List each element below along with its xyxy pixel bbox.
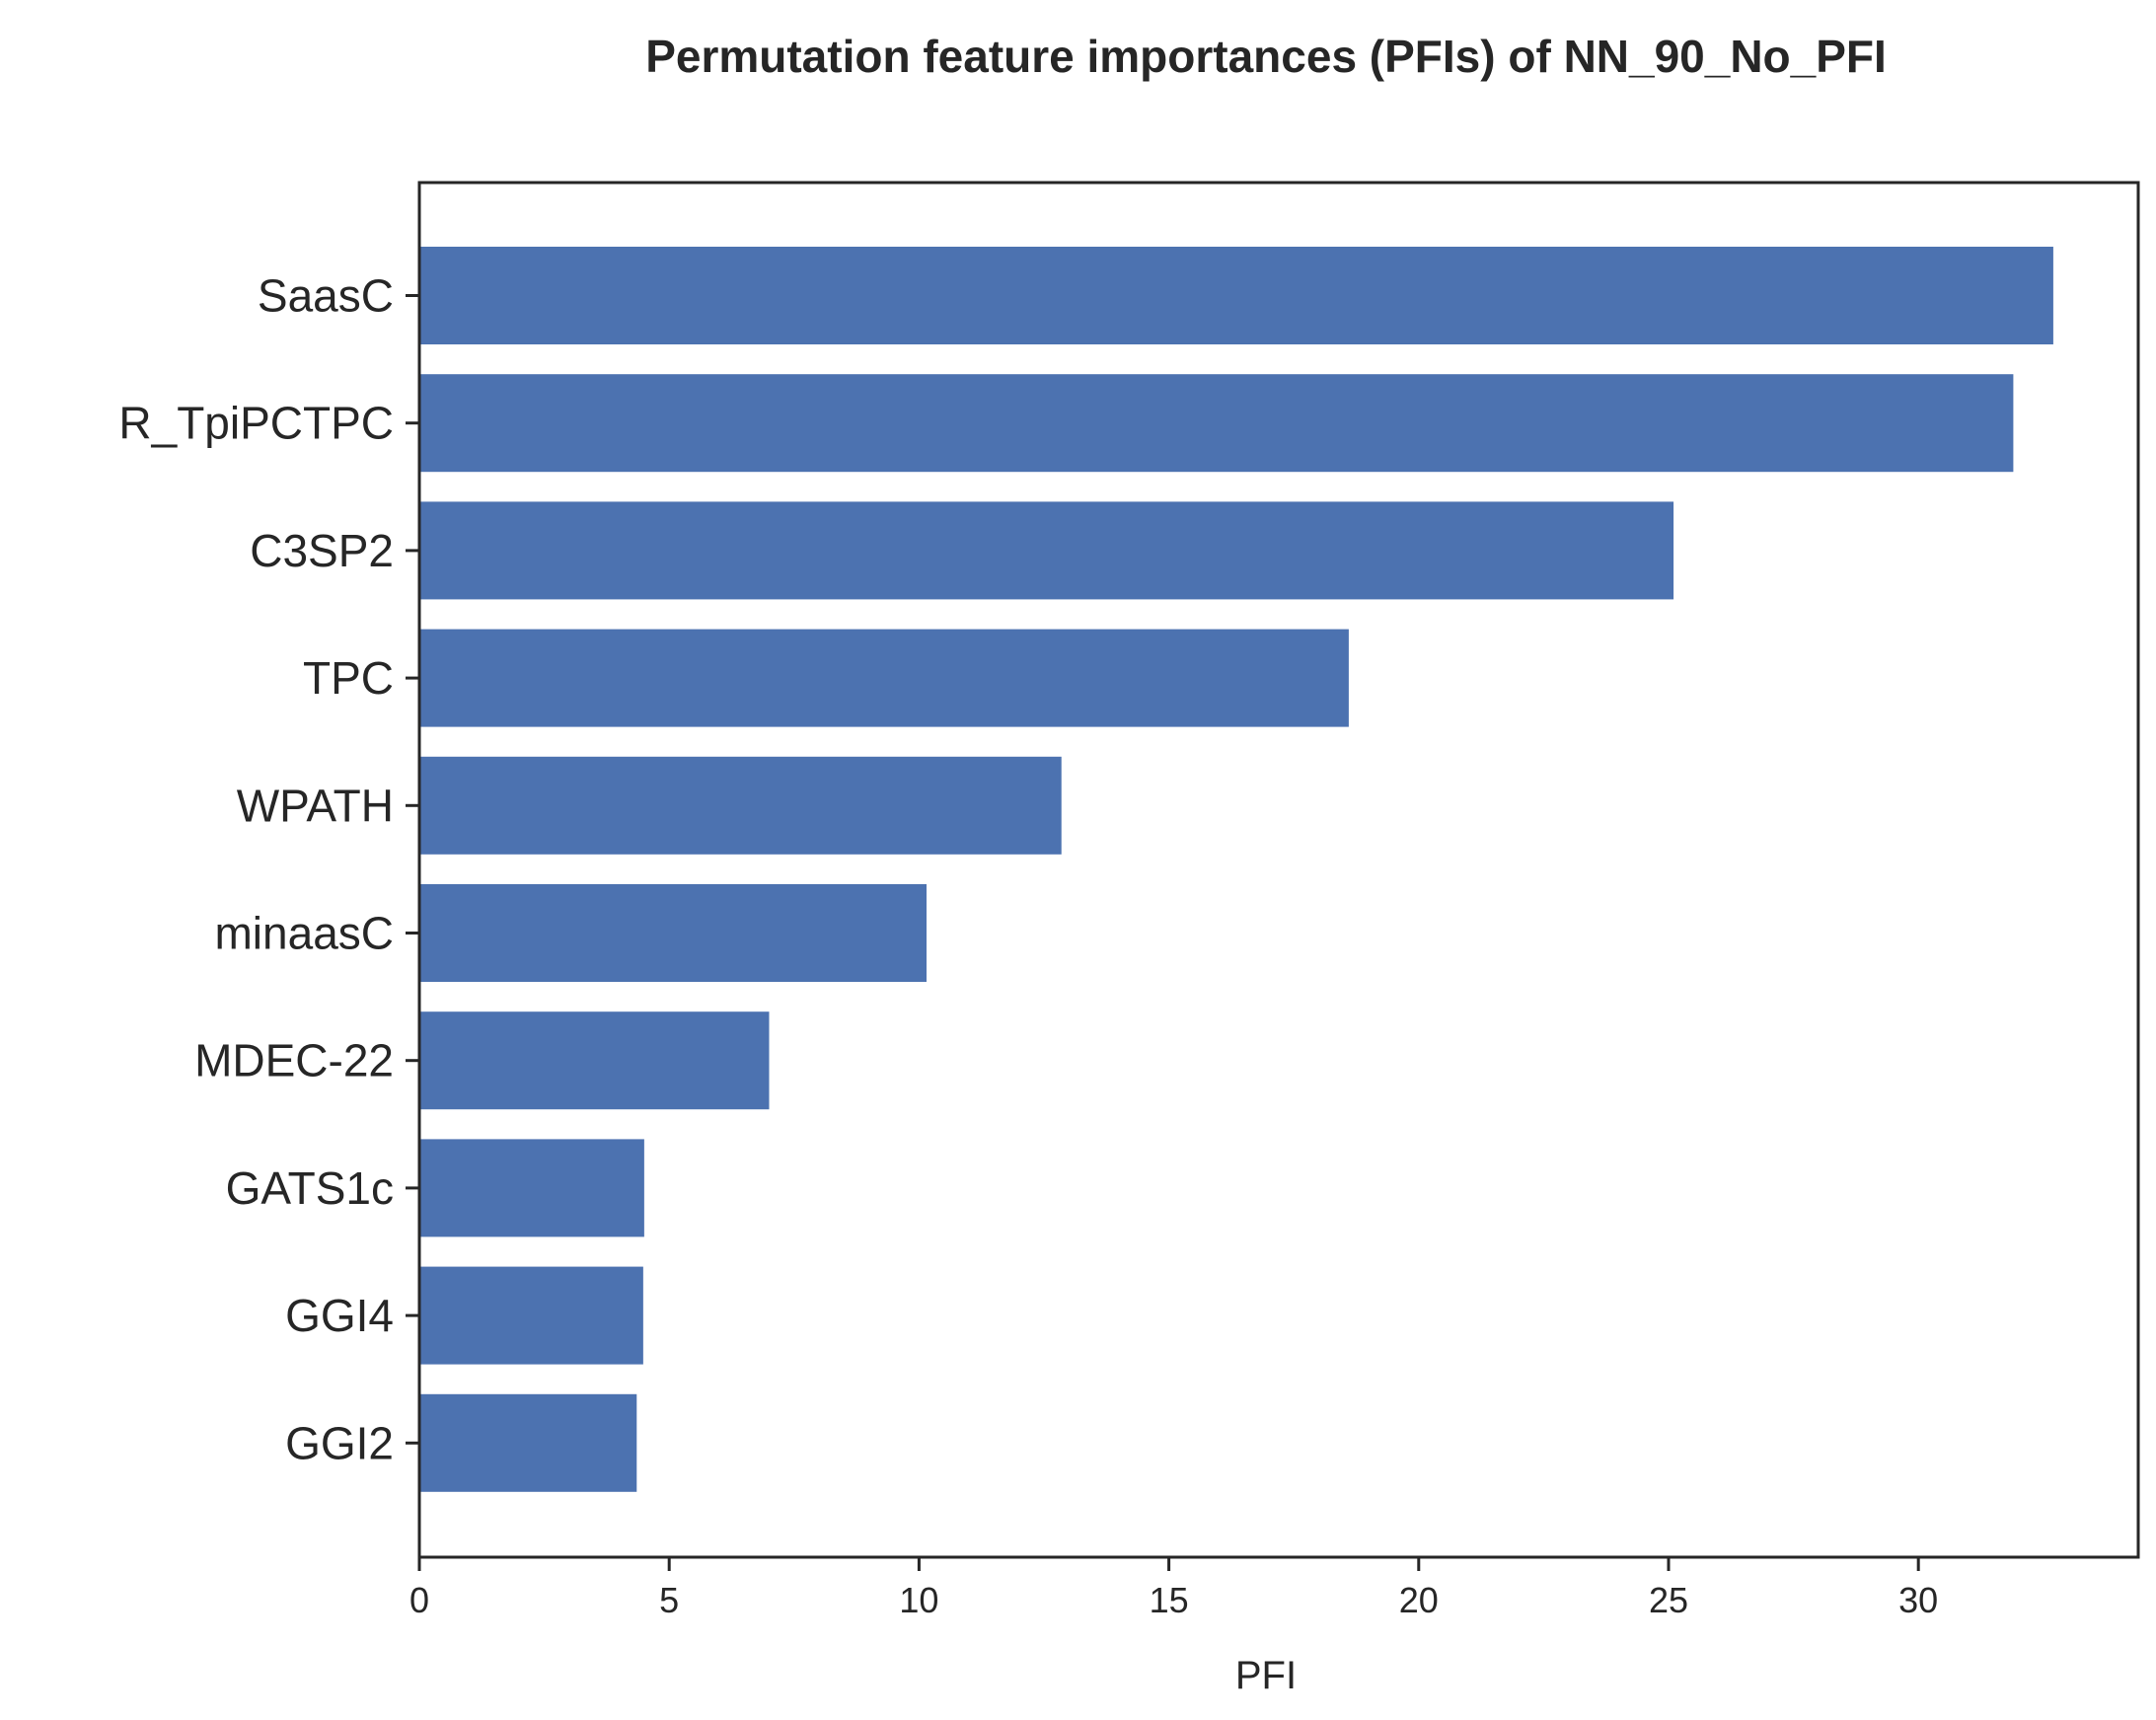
y-tick-label: minaasC (214, 908, 394, 959)
bar-SaasC (419, 247, 2053, 344)
x-tick-label: 25 (1649, 1580, 1688, 1620)
plot-frame (417, 181, 2140, 1559)
bar-C3SP2 (419, 501, 1674, 600)
y-axis-ticks: SaasC R_TpiPCTPC C3SP2 TPC WPATH minaasC MDEC-… (118, 270, 419, 1468)
y-tick-label: MDEC-22 (194, 1035, 394, 1086)
y-tick-label: WPATH (237, 780, 394, 831)
x-tick-label: 20 (1399, 1580, 1439, 1620)
bar-GGI4 (419, 1266, 643, 1365)
bar-TPC (419, 629, 1349, 727)
chart-title: Permutation feature importances (PFIs) o… (645, 31, 1887, 82)
bar-minaasC (419, 884, 927, 982)
x-axis-label: PFI (1235, 1654, 1297, 1697)
x-tick-label: 5 (659, 1580, 679, 1620)
bar-GGI2 (419, 1393, 637, 1492)
y-tick-label: GGI2 (285, 1417, 394, 1468)
bars-group (419, 247, 2053, 1492)
x-tick-label: 15 (1150, 1580, 1189, 1620)
bar-MDEC-22 (419, 1011, 770, 1110)
bar-WPATH (419, 756, 1062, 855)
y-tick-label: TPC (303, 652, 394, 704)
y-tick-label: C3SP2 (250, 525, 394, 576)
y-tick-label: SaasC (258, 270, 394, 322)
y-tick-label: R_TpiPCTPC (118, 398, 394, 449)
x-axis-ticks: 0 5 10 15 20 25 30 (409, 1557, 1938, 1620)
bar-R_TpiPCTPC (419, 374, 2014, 473)
y-tick-label: GGI4 (285, 1290, 394, 1341)
bar-GATS1c (419, 1139, 644, 1237)
x-tick-label: 30 (1898, 1580, 1938, 1620)
x-tick-label: 10 (899, 1580, 938, 1620)
y-tick-label: GATS1c (226, 1162, 394, 1214)
x-tick-label: 0 (409, 1580, 429, 1620)
